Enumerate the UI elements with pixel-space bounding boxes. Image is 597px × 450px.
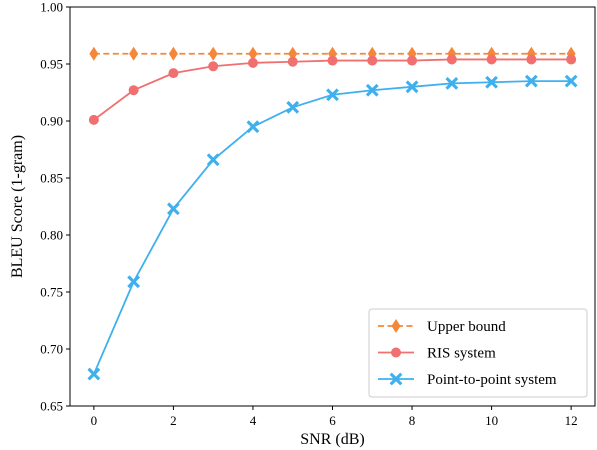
- series-point-to-point-system: [87, 74, 578, 381]
- data-point: [89, 46, 99, 61]
- data-point: [286, 100, 300, 114]
- legend-marker: [391, 319, 401, 333]
- x-tick-label: 12: [565, 413, 578, 428]
- data-point: [168, 46, 178, 61]
- legend-entry: RIS system: [378, 346, 496, 362]
- data-point: [365, 83, 379, 97]
- data-point: [326, 88, 339, 102]
- data-point: [446, 54, 457, 65]
- y-tick-label: 1.00: [40, 0, 63, 15]
- data-point: [287, 56, 298, 67]
- series-line: [93, 58, 572, 121]
- data-point: [524, 74, 538, 88]
- y-tick-label: 0.85: [40, 171, 63, 186]
- plot-area: [87, 46, 578, 381]
- x-tick-label: 6: [329, 413, 336, 428]
- data-point: [206, 153, 220, 167]
- data-point: [407, 55, 418, 66]
- legend-entry: Point-to-point system: [378, 372, 557, 388]
- data-point: [168, 68, 179, 79]
- y-tick-label: 0.95: [40, 57, 63, 72]
- data-point: [327, 55, 338, 66]
- legend-marker: [389, 372, 403, 386]
- legend-label: RIS system: [427, 346, 496, 362]
- x-tick-label: 0: [91, 413, 98, 428]
- x-tick-label: 4: [250, 413, 257, 428]
- legend-label: Upper bound: [427, 319, 506, 335]
- data-point: [405, 80, 419, 94]
- data-point: [564, 74, 578, 88]
- legend-box: [368, 308, 588, 398]
- y-tick-label: 0.70: [40, 342, 63, 357]
- x-tick-label: 8: [409, 413, 416, 428]
- y-axis-title: BLEU Score (1-gram): [9, 135, 26, 278]
- data-point: [127, 275, 141, 289]
- data-point: [246, 120, 260, 134]
- data-point: [247, 57, 258, 68]
- y-tick-label: 0.65: [40, 399, 63, 414]
- y-tick-label: 0.80: [40, 228, 63, 243]
- data-point: [167, 202, 180, 216]
- x-tick-label: 2: [170, 413, 177, 428]
- x-axis-title: SNR (dB): [300, 431, 364, 448]
- data-point: [128, 85, 139, 96]
- y-tick-label: 0.75: [40, 285, 63, 300]
- data-point: [129, 46, 139, 61]
- data-point: [288, 46, 298, 61]
- data-point: [486, 54, 497, 65]
- data-point: [566, 54, 577, 65]
- data-point: [526, 54, 537, 65]
- series-ris-system: [88, 54, 577, 125]
- data-point: [208, 61, 219, 72]
- data-point: [208, 46, 218, 61]
- legend-marker: [391, 347, 401, 358]
- y-tick-label: 0.90: [40, 114, 63, 129]
- data-point: [88, 114, 99, 125]
- data-point: [248, 46, 258, 61]
- data-point: [367, 55, 378, 66]
- legend: Upper bound RIS system Point-to-point syst…: [368, 308, 588, 398]
- data-point: [485, 75, 498, 89]
- x-tick-label: 10: [485, 413, 498, 428]
- data-point: [445, 76, 459, 90]
- data-point: [87, 367, 101, 381]
- legend-label: Point-to-point system: [427, 372, 557, 388]
- legend-entry: Upper bound: [378, 319, 506, 335]
- axes: 0 2 4 6 8 10 12 0.65 0.70 0.75 0.80 0.85 0.90 0.95 1.0…: [40, 0, 596, 428]
